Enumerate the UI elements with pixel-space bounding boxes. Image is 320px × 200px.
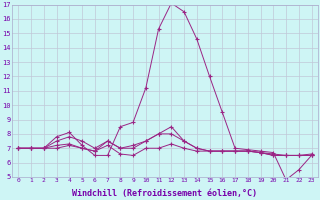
X-axis label: Windchill (Refroidissement éolien,°C): Windchill (Refroidissement éolien,°C) <box>72 189 258 198</box>
